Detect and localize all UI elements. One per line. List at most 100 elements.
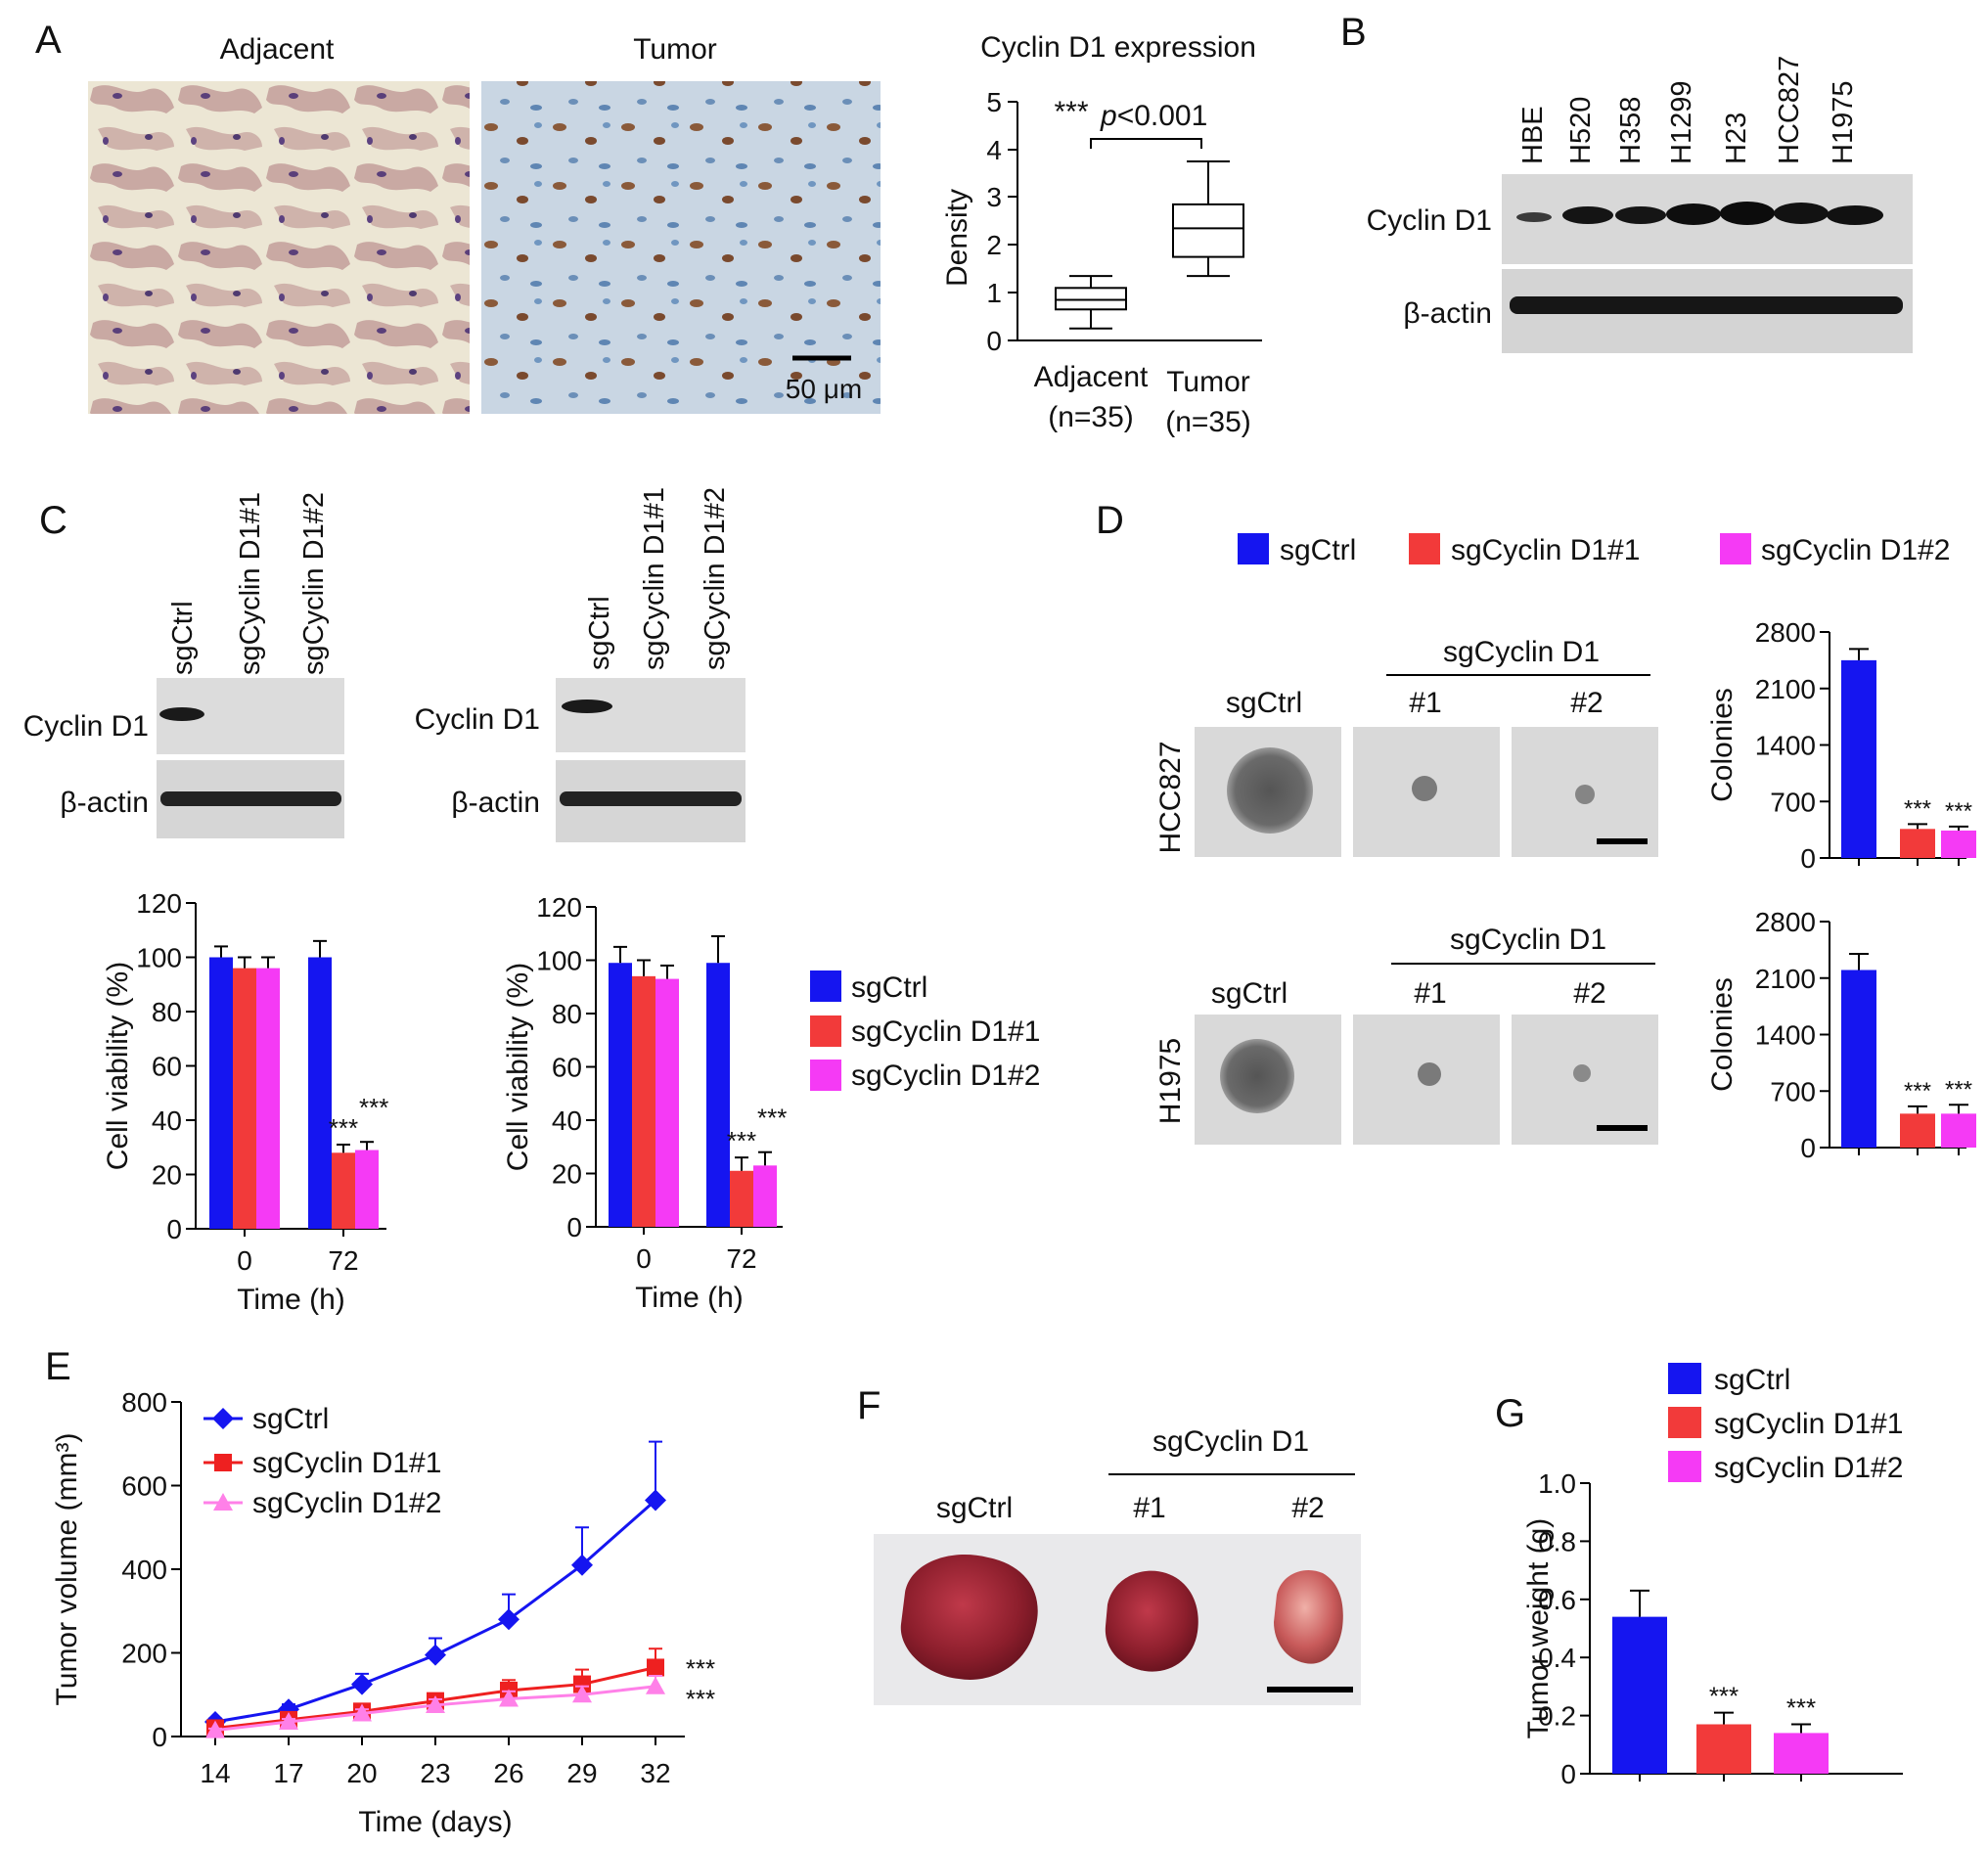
chart-c-left-viability: 0 20 40 60 80 100 120 Cell viability (%) 0 72 ****… bbox=[102, 888, 388, 1316]
x-tick-label: 0 bbox=[237, 1245, 252, 1276]
blot-lane-label: H23 bbox=[1721, 113, 1752, 164]
panel-letter-d: D bbox=[1096, 499, 1124, 542]
data-point bbox=[645, 1489, 666, 1512]
y-tick-label: 2800 bbox=[1755, 617, 1816, 648]
significance-stars: *** bbox=[727, 1126, 756, 1155]
bar bbox=[256, 968, 280, 1229]
tumor-col-label-sgctrl: sgCtrl bbox=[936, 1492, 1013, 1524]
blot-lane-label: H1975 bbox=[1828, 81, 1859, 164]
blot-band bbox=[160, 791, 341, 806]
ihc-image-adjacent bbox=[88, 81, 470, 414]
y-tick-label: 0 bbox=[1800, 843, 1816, 874]
data-point bbox=[426, 1694, 445, 1713]
box-iqr bbox=[1055, 287, 1127, 311]
x-tick-label: 32 bbox=[640, 1758, 670, 1788]
colony bbox=[1418, 1062, 1441, 1086]
data-point bbox=[499, 1689, 519, 1707]
boxplot-significance-bracket bbox=[1090, 138, 1202, 149]
legend-label-sgcyclind1-2: sgCyclin D1#2 bbox=[1714, 1452, 1903, 1484]
bar bbox=[308, 957, 332, 1229]
legend-swatch-sgcyclind1-1 bbox=[1668, 1407, 1701, 1438]
bar bbox=[355, 1150, 379, 1229]
p-value-text: <0.001 bbox=[1117, 100, 1208, 132]
y-tick-label: 0 bbox=[166, 1214, 182, 1244]
boxplot-title: Cyclin D1 expression bbox=[980, 31, 1256, 64]
x-axis-title: Time (h) bbox=[237, 1284, 345, 1316]
data-point bbox=[572, 1685, 592, 1703]
y-axis-title: Tumor weight (g) bbox=[1522, 1518, 1555, 1739]
bar bbox=[1612, 1616, 1667, 1774]
y-axis-title: Colonies bbox=[1706, 977, 1739, 1092]
legend-label-sgcyclind1-1: sgCyclin D1#1 bbox=[1714, 1408, 1903, 1440]
colony-row-label-h1975: H1975 bbox=[1154, 1038, 1187, 1124]
boxplot-ytick: 1 bbox=[986, 278, 1002, 308]
blot-lane-label: HBE bbox=[1517, 106, 1549, 164]
legend-marker bbox=[214, 1454, 232, 1471]
data-point bbox=[352, 1703, 372, 1722]
legend-marker bbox=[213, 1493, 233, 1511]
blot-lane-label: sgCtrl bbox=[167, 601, 199, 675]
bar bbox=[706, 963, 730, 1227]
y-tick-label: 20 bbox=[152, 1160, 182, 1191]
legend-swatch-sgctrl bbox=[1238, 533, 1269, 564]
y-tick-label: 120 bbox=[536, 892, 582, 923]
y-tick-label: 0.4 bbox=[1538, 1643, 1576, 1673]
bar bbox=[609, 963, 632, 1227]
blot-c-left-row-bactin: β-actin bbox=[60, 787, 149, 819]
data-point bbox=[351, 1673, 373, 1695]
chart-d-h1975-colonies: 0 700 1400 2100 2800 Colonies *** *** bbox=[1706, 907, 1976, 1163]
boxplot-xtick-adjacent-n: (n=35) bbox=[1048, 401, 1134, 433]
boxplot-ytick: 0 bbox=[986, 326, 1002, 356]
legend-label: sgCyclin D1#1 bbox=[252, 1447, 441, 1479]
bar bbox=[233, 968, 256, 1229]
x-tick-label: 0 bbox=[636, 1243, 652, 1274]
ihc-image-tumor bbox=[481, 81, 881, 414]
y-tick-label: 60 bbox=[152, 1052, 182, 1082]
y-tick-label: 60 bbox=[552, 1053, 582, 1083]
x-tick-label: 20 bbox=[346, 1758, 377, 1788]
blot-lane-label: sgCyclin D1#2 bbox=[298, 492, 330, 675]
boxplot-ytick: 5 bbox=[986, 87, 1002, 117]
boxplot-xtick-tumor-n: (n=35) bbox=[1165, 406, 1251, 438]
legend-label-sgcyclind1-1: sgCyclin D1#1 bbox=[851, 1015, 1040, 1048]
boxplot-xtick-adjacent: Adjacent bbox=[1034, 361, 1149, 393]
blot-b-bands bbox=[1510, 202, 1903, 314]
blot-c-left-lane-labels: sgCtrl sgCyclin D1#1 sgCyclin D1#2 bbox=[167, 492, 330, 675]
y-tick-label: 40 bbox=[552, 1105, 582, 1136]
bar bbox=[1941, 1113, 1976, 1148]
legend-label-sgcyclind1-1: sgCyclin D1#1 bbox=[1451, 534, 1640, 566]
panel-letter-e: E bbox=[45, 1345, 71, 1388]
significance-stars: *** bbox=[329, 1113, 358, 1143]
legend-label-sgctrl: sgCtrl bbox=[851, 971, 927, 1004]
bar bbox=[1900, 829, 1935, 858]
colony bbox=[1220, 1039, 1294, 1113]
y-tick-label: 1400 bbox=[1755, 1020, 1816, 1051]
y-tick-label: 700 bbox=[1770, 1076, 1816, 1106]
data-point bbox=[646, 1676, 665, 1694]
y-tick-label: 120 bbox=[136, 888, 182, 919]
colony-col-label-sgctrl: sgCtrl bbox=[1211, 977, 1288, 1010]
tumor-group-label: sgCyclin D1 bbox=[1152, 1425, 1309, 1458]
legend-swatch-sgcyclind1-2 bbox=[810, 1060, 841, 1091]
scale-bar-label: 50 μm bbox=[786, 374, 862, 404]
blot-b-row-label-bactin: β-actin bbox=[1403, 297, 1492, 330]
boxplot-xtick-tumor: Tumor bbox=[1166, 366, 1250, 398]
colony-group-label: sgCyclin D1 bbox=[1443, 636, 1600, 668]
blot-lane-label: H1299 bbox=[1666, 81, 1697, 164]
blot-lane-label: sgCyclin D1#1 bbox=[235, 492, 266, 675]
significance-stars: *** bbox=[757, 1104, 787, 1133]
blot-c-right-row-cyclind1: Cyclin D1 bbox=[415, 703, 540, 736]
colony-col-label-sgctrl: sgCtrl bbox=[1226, 687, 1302, 719]
legend-swatch-sgcyclind1-1 bbox=[1409, 533, 1440, 564]
y-axis-title: Cell viability (%) bbox=[502, 963, 534, 1171]
legend-label: sgCyclin D1#2 bbox=[252, 1487, 441, 1519]
x-tick-label: 17 bbox=[273, 1758, 303, 1788]
boxplot-ytick: 3 bbox=[986, 182, 1002, 212]
boxplot-ylabel: Density bbox=[941, 189, 973, 287]
colony bbox=[1575, 785, 1595, 804]
y-tick-label: 0.8 bbox=[1538, 1526, 1576, 1557]
colony-row-label-hcc827: HCC827 bbox=[1154, 741, 1187, 853]
boxplot-boxes bbox=[1017, 160, 1262, 341]
y-tick-label: 200 bbox=[121, 1639, 167, 1669]
tumor-col-label-1: #1 bbox=[1133, 1492, 1165, 1524]
